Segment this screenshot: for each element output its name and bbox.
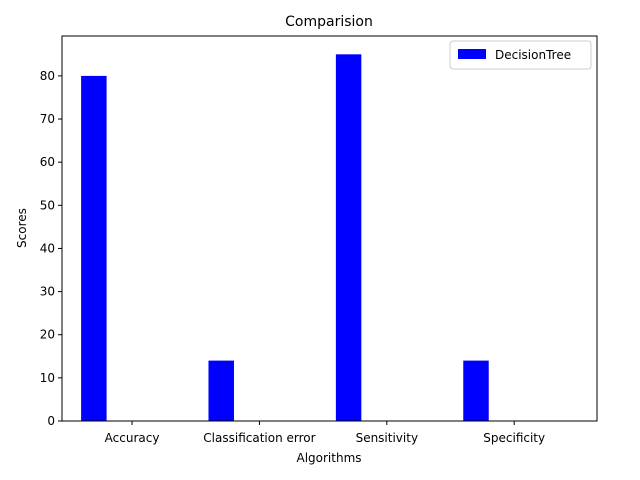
x-tick-label: Classification error [203, 431, 315, 445]
y-tick-label: 40 [40, 241, 55, 255]
chart-title: Comparision [285, 14, 373, 30]
legend-label: DecisionTree [495, 48, 571, 62]
x-axis-label: Algorithms [296, 451, 361, 465]
bars-group [81, 54, 489, 422]
y-tick-label: 70 [40, 112, 55, 126]
legend-swatch [458, 49, 486, 59]
y-tick-label: 50 [40, 198, 55, 212]
y-tick-label: 30 [40, 285, 55, 299]
x-tick-label: Specificity [483, 431, 545, 445]
y-tick-label: 0 [47, 414, 55, 428]
bar-accuracy [81, 75, 107, 422]
y-tick-label: 10 [40, 371, 55, 385]
bar-specificity [463, 360, 489, 421]
y-tick-label: 60 [40, 155, 55, 169]
legend-box [449, 40, 592, 70]
y-axis-label: Scores [15, 208, 29, 248]
x-tick-label: Accuracy [105, 431, 160, 445]
x-axis: Accuracy Classification error Sensitivity S… [105, 421, 545, 445]
y-tick-label: 80 [40, 69, 55, 83]
plot-frame [61, 35, 598, 422]
y-axis: 0 10 20 30 40 50 60 70 80 [40, 69, 62, 428]
legend: DecisionTree [449, 40, 592, 70]
y-tick-label: 20 [40, 328, 55, 342]
bar-sensitivity [335, 54, 362, 421]
bar-classification-error [208, 360, 234, 421]
x-tick-label: Sensitivity [356, 431, 418, 445]
